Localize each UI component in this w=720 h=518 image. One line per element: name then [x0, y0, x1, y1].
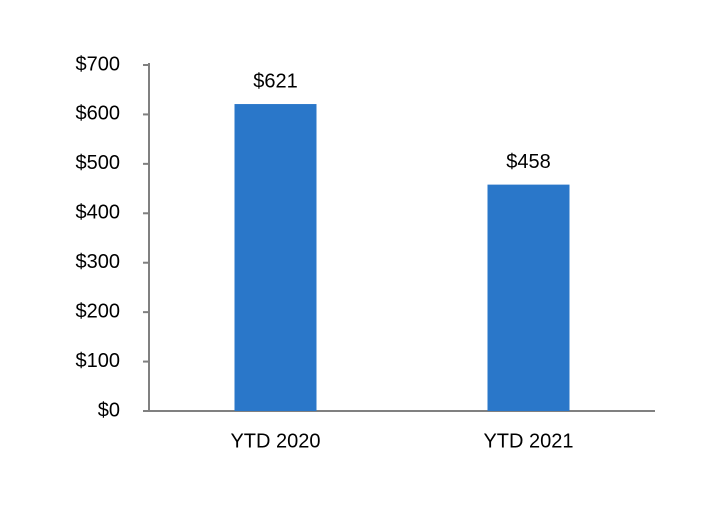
y-tick-label: $400 — [76, 202, 121, 224]
x-tick-label: YTD 2021 — [483, 430, 573, 452]
value-label: $621 — [253, 70, 298, 92]
y-tick-label: $300 — [76, 251, 121, 273]
bar — [487, 184, 570, 411]
x-tick-label: YTD 2020 — [230, 430, 320, 452]
y-tick-label: $0 — [98, 399, 120, 421]
y-tick-label: $100 — [76, 350, 121, 372]
bar — [234, 104, 317, 411]
y-tick-label: $700 — [76, 53, 121, 75]
y-tick-label: $600 — [76, 103, 121, 125]
y-tick-label: $200 — [76, 300, 121, 322]
value-label: $458 — [506, 151, 551, 173]
y-tick-label: $500 — [76, 152, 121, 174]
